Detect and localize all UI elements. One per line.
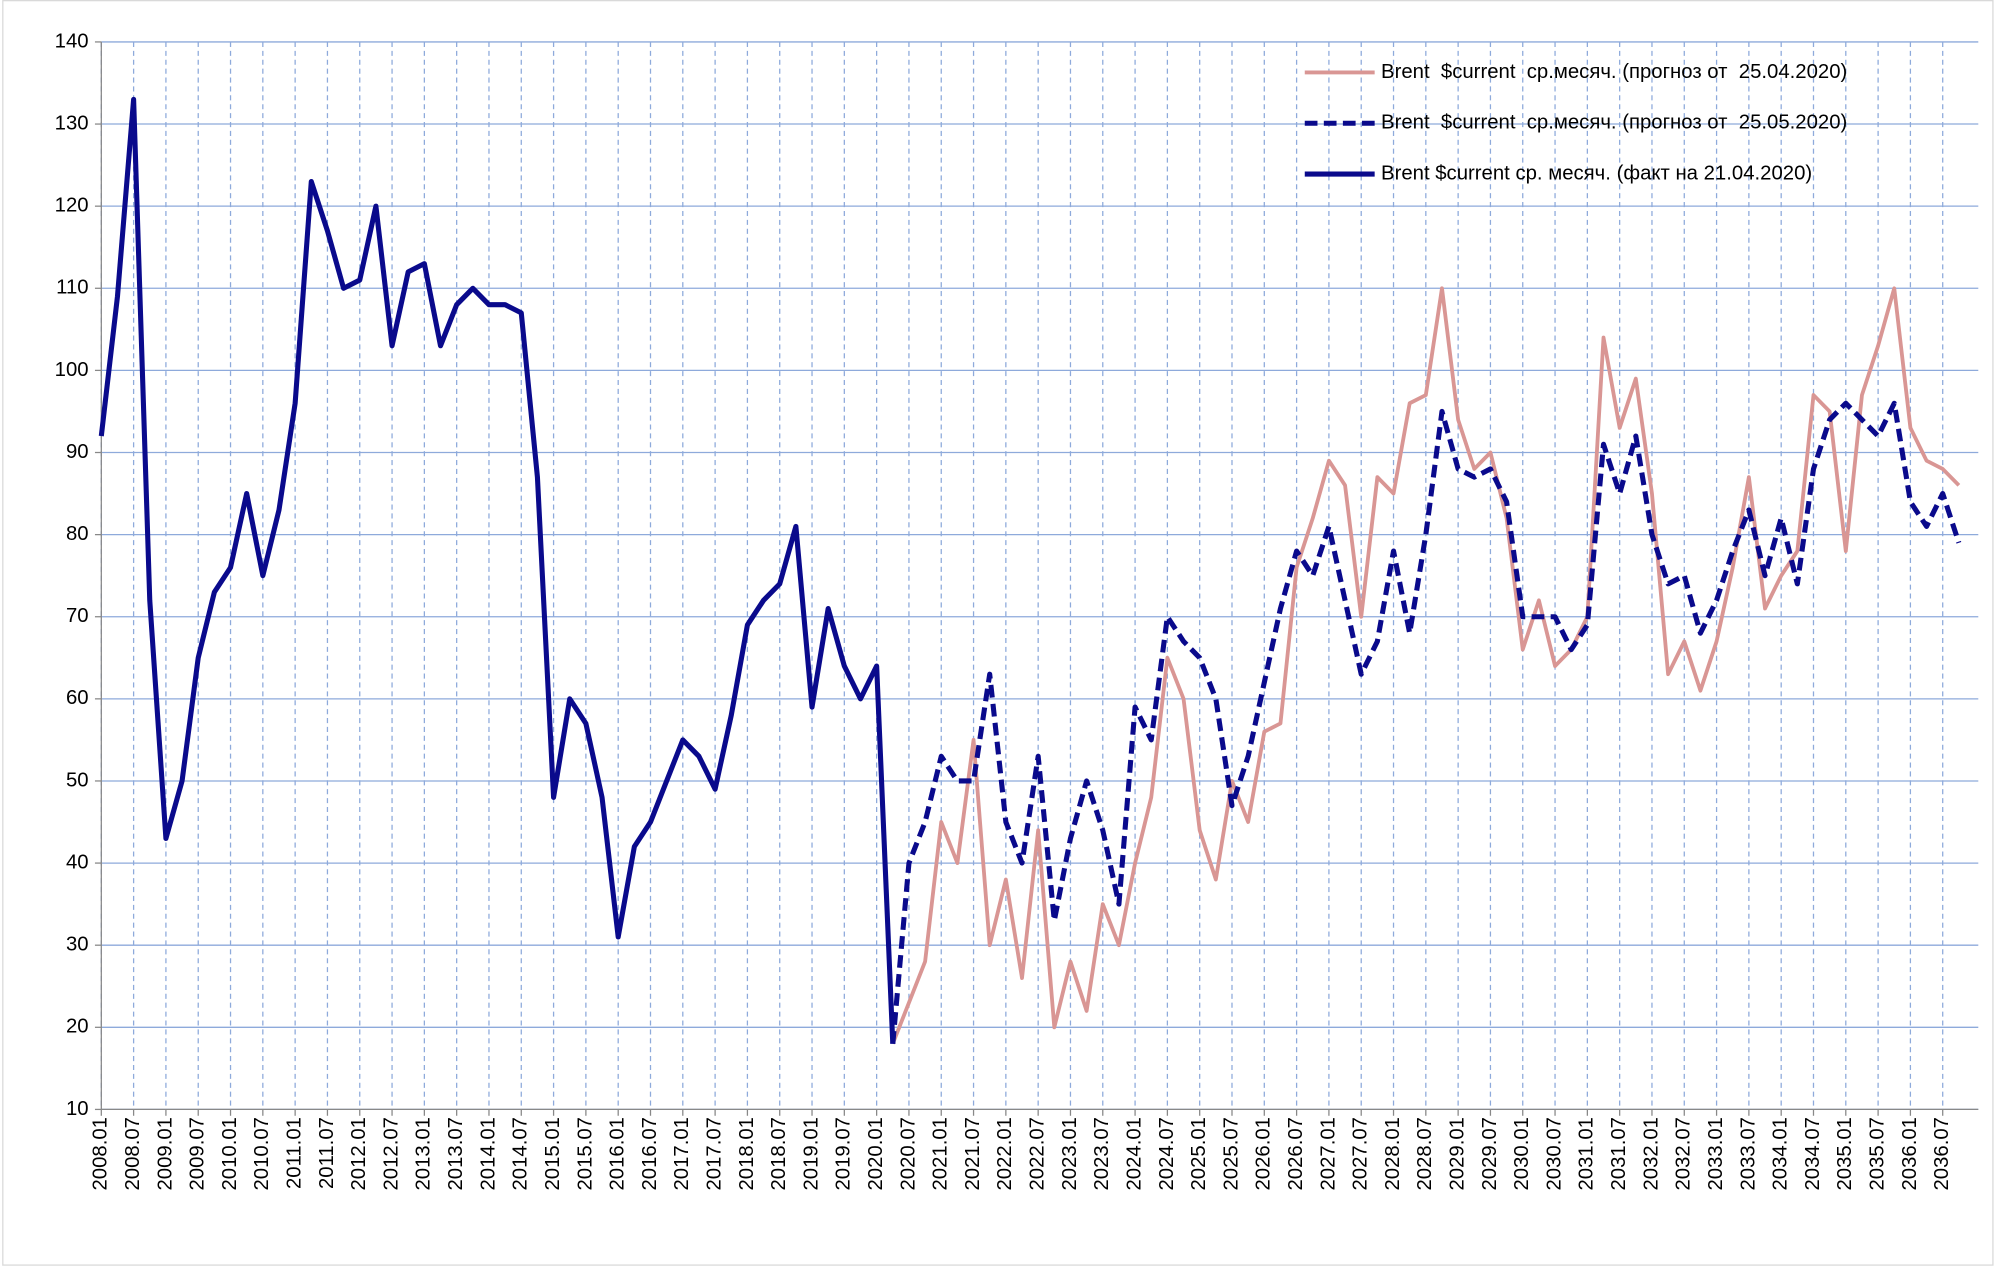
- y-tick-label: 100: [55, 359, 89, 381]
- x-tick-label: 2024.07: [1156, 1117, 1178, 1190]
- x-tick-label: 2021.01: [930, 1117, 952, 1190]
- grid: 2008.01 2008.07 2009.01 2009.07 2010.01 2010.…: [55, 30, 1979, 1191]
- x-tick-label: 2036.07: [1931, 1117, 1953, 1190]
- x-tick-label: 2010.01: [219, 1117, 241, 1190]
- x-tick-label: 2035.07: [1866, 1117, 1888, 1190]
- x-tick-label: 2031.07: [1608, 1117, 1630, 1190]
- x-tick-label: 2034.01: [1770, 1117, 1792, 1190]
- series-line: [891, 286, 1961, 1045]
- y-tick-label: 90: [66, 441, 89, 463]
- legend: Brent $current ср.месяч. (прогноз от 25.…: [1304, 61, 1847, 184]
- y-tick-label: 70: [66, 605, 89, 627]
- x-tick-label: 2020.07: [897, 1117, 919, 1190]
- x-tick-label: 2025.01: [1188, 1117, 1210, 1190]
- x-tick-label: 2018.01: [736, 1117, 758, 1190]
- x-tick-label: 2013.01: [413, 1117, 435, 1190]
- x-tick-label: 2017.07: [703, 1117, 725, 1190]
- x-tick-label: 2023.07: [1091, 1117, 1113, 1190]
- x-tick-label: 2019.07: [833, 1117, 855, 1190]
- x-tick-label: 2013.07: [445, 1117, 467, 1190]
- y-tick-label: 120: [55, 195, 89, 217]
- x-tick-label: 2009.01: [154, 1117, 176, 1190]
- legend-label: Brent $current ср.месяч. (прогноз от 25.…: [1381, 61, 1847, 83]
- x-tick-label: 2016.07: [639, 1117, 661, 1190]
- x-tick-label: 2014.07: [510, 1117, 532, 1190]
- x-tick-label: 2020.01: [865, 1117, 887, 1190]
- x-tick-label: 2032.07: [1673, 1117, 1695, 1190]
- x-tick-label: 2032.01: [1640, 1117, 1662, 1190]
- x-tick-label: 2008.01: [90, 1117, 112, 1190]
- x-tick-label: 2012.07: [380, 1117, 402, 1190]
- x-tick-label: 2009.07: [187, 1117, 209, 1190]
- legend-label: Brent $current ср.месяч. (прогноз от 25.…: [1381, 112, 1847, 134]
- x-tick-label: 2028.07: [1414, 1117, 1436, 1190]
- x-tick-label: 2030.07: [1543, 1117, 1565, 1190]
- series-line: [890, 400, 1962, 1044]
- x-tick-label: 2033.07: [1737, 1117, 1759, 1190]
- x-tick-label: 2016.01: [607, 1117, 629, 1190]
- series-line: [98, 96, 896, 1044]
- x-tick-label: 2028.01: [1382, 1117, 1404, 1190]
- y-tick-label: 50: [66, 769, 89, 791]
- x-tick-label: 2022.01: [994, 1117, 1016, 1190]
- x-tick-label: 2027.01: [1317, 1117, 1339, 1190]
- y-tick-label: 30: [66, 934, 89, 956]
- x-tick-label: 2019.01: [800, 1117, 822, 1190]
- x-tick-label: 2036.01: [1899, 1117, 1921, 1190]
- x-tick-label: 2024.01: [1123, 1117, 1145, 1190]
- y-tick-label: 20: [66, 1016, 89, 1038]
- x-tick-label: 2033.01: [1705, 1117, 1727, 1190]
- x-tick-label: 2025.07: [1220, 1117, 1242, 1190]
- x-tick-label: 2008.07: [122, 1117, 144, 1190]
- lines: [98, 96, 1962, 1045]
- y-tick-label: 10: [66, 1098, 89, 1120]
- y-tick-label: 40: [66, 851, 89, 873]
- x-tick-label: 2029.07: [1479, 1117, 1501, 1190]
- x-tick-label: 2029.01: [1447, 1117, 1469, 1190]
- y-tick-label: 140: [55, 30, 89, 52]
- x-tick-label: 2030.01: [1511, 1117, 1533, 1190]
- x-tick-label: 2021.07: [962, 1117, 984, 1190]
- x-tick-label: 2034.07: [1802, 1117, 1824, 1190]
- x-tick-label: 2035.01: [1834, 1117, 1856, 1190]
- x-tick-label: 2011.07: [316, 1117, 338, 1189]
- x-tick-label: 2018.07: [768, 1117, 790, 1190]
- x-tick-label: 2015.07: [574, 1117, 596, 1190]
- x-tick-label: 2012.01: [348, 1117, 370, 1190]
- x-tick-label: 2026.07: [1285, 1117, 1307, 1190]
- x-tick-label: 2022.07: [1027, 1117, 1049, 1190]
- y-tick-label: 80: [66, 523, 89, 545]
- x-tick-label: 2027.07: [1350, 1117, 1372, 1190]
- y-tick-label: 110: [56, 277, 88, 299]
- x-tick-label: 2014.01: [477, 1117, 499, 1190]
- x-tick-label: 2026.01: [1253, 1117, 1275, 1190]
- x-tick-label: 2011.01: [284, 1117, 306, 1189]
- x-tick-label: 2023.01: [1059, 1117, 1081, 1190]
- x-tick-label: 2031.01: [1576, 1117, 1598, 1190]
- y-tick-label: 130: [55, 112, 89, 134]
- x-tick-label: 2015.01: [542, 1117, 564, 1190]
- x-tick-label: 2010.07: [251, 1117, 273, 1190]
- legend-label: Brent $current ср. месяч. (факт на 21.04…: [1381, 162, 1812, 184]
- x-tick-label: 2017.01: [671, 1117, 693, 1190]
- y-tick-label: 60: [66, 687, 89, 709]
